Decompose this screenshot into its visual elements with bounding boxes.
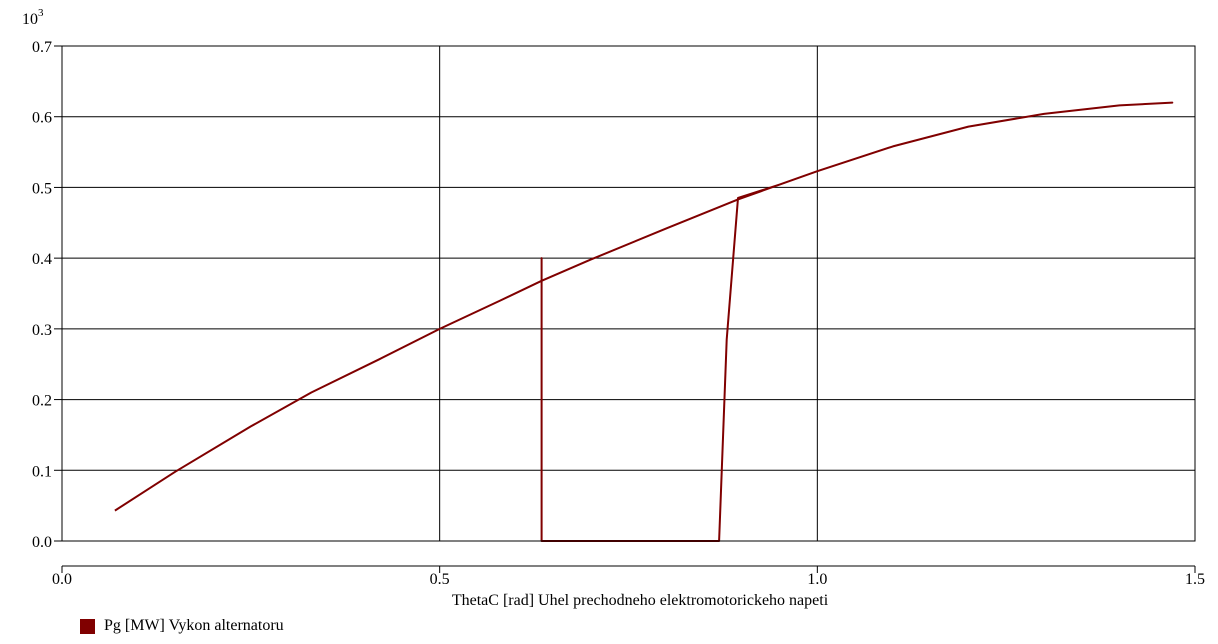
x-tick-label: 1.5: [1185, 571, 1205, 588]
y-tick-label: 0.6: [32, 110, 52, 127]
y-tick-label: 0.7: [32, 39, 52, 56]
axis-ticks: [54, 45, 1196, 573]
x-tick-labels: 0.0 0.5 1.0 1.5: [52, 571, 1205, 588]
x-axis-label: ThetaC [rad] Uhel prechodneho elektromot…: [452, 592, 829, 609]
y-tick-label: 0.1: [32, 463, 52, 480]
y-tick-label: 0.2: [32, 393, 52, 410]
x-tick-label: 0.0: [52, 571, 72, 588]
y-tick-label: 0.4: [32, 251, 52, 268]
x-tick-label: 0.5: [430, 571, 450, 588]
legend-swatch: [80, 618, 95, 634]
y-tick-label: 0.0: [32, 534, 52, 551]
y-multiplier-exponent: 3: [38, 7, 44, 19]
grid-lines: [62, 45, 1195, 542]
y-multiplier-base: 10: [22, 11, 38, 28]
y-tick-label: 0.3: [32, 322, 52, 339]
x-tick-label: 1.0: [807, 571, 827, 588]
y-tick-label: 0.5: [32, 180, 52, 197]
y-tick-labels: 0.0 0.1 0.2 0.3 0.4 0.5 0.6 0.7: [32, 39, 52, 551]
legend-label: Pg [MW] Vykon alternatoru: [104, 617, 284, 634]
y-multiplier-label: 103: [22, 7, 44, 28]
series-lines: [114, 101, 1174, 542]
legend: Pg [MW] Vykon alternatoru: [80, 617, 284, 635]
series-line: [114, 101, 1174, 542]
plot-frame: [61, 45, 1196, 542]
